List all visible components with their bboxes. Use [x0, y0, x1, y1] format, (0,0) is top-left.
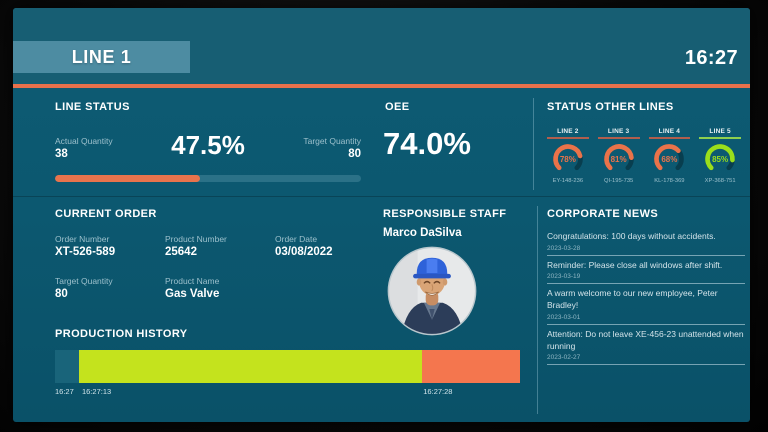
- tick-running-start: 16:27:13: [81, 387, 112, 396]
- line-4-gauge: LINE 4 68% KL-178-369: [646, 128, 694, 184]
- product-number-field: Product Number 25642: [165, 234, 227, 258]
- actual-quantity-value: 38: [55, 148, 68, 160]
- target-quantity-value: 80: [348, 148, 361, 160]
- oee-value: 74.0%: [383, 126, 471, 161]
- line-5-gauge-chart: 85%: [703, 142, 737, 176]
- news-item: Congratulations: 100 days without accide…: [547, 227, 745, 256]
- line-4-label: LINE 4: [658, 128, 681, 135]
- order-number-field: Order Number XT-526-589: [55, 234, 115, 258]
- timeline-idle-segment: [55, 350, 80, 383]
- timeline-tick-labels: 16:27 16:27:13 16:27:28: [55, 387, 520, 397]
- line-4-machine-code: KL-178-369: [654, 178, 685, 184]
- line-4-status-underline: [648, 137, 691, 139]
- oee-title: OEE: [385, 101, 410, 113]
- news-item: Attention: Do not leave XE-456-23 unatte…: [547, 325, 745, 366]
- news-date: 2023-03-28: [547, 244, 581, 252]
- line-3-percent: 81%: [610, 154, 627, 164]
- timeline-running-segment: [79, 350, 423, 383]
- order-number-value: XT-526-589: [55, 246, 116, 258]
- tick-start: 16:27: [55, 387, 74, 396]
- news-text: Attention: Do not leave XE-456-23 unatte…: [547, 328, 744, 351]
- staff-photo: [387, 246, 477, 336]
- line-3-gauge: LINE 3 81% QI-195-735: [595, 128, 643, 184]
- actual-quantity-label: Actual Quantity: [55, 136, 113, 146]
- news-date: 2023-03-01: [547, 313, 581, 321]
- responsible-staff-title: RESPONSIBLE STAFF: [383, 208, 507, 220]
- top-vertical-divider: [533, 98, 534, 190]
- quantity-progress-bar: [55, 175, 361, 182]
- line-2-machine-code: EY-148-236: [552, 178, 584, 184]
- staff-name: Marco DaSilva: [383, 227, 462, 239]
- line-4-gauge-chart: 68%: [652, 142, 686, 176]
- line-5-label: LINE 5: [709, 128, 731, 135]
- production-history-title: PRODUCTION HISTORY: [55, 328, 188, 340]
- news-item: A warm welcome to our new employee, Pete…: [547, 284, 745, 325]
- quantity-progress-fill: [55, 175, 201, 182]
- line-3-gauge-chart: 81%: [602, 142, 636, 176]
- news-text: Congratulations: 100 days without accide…: [547, 231, 716, 241]
- completion-percent: 47.5%: [171, 130, 245, 160]
- header-accent-divider: [13, 84, 750, 88]
- line-2-gauge-chart: 78%: [551, 142, 585, 176]
- line-2-percent: 78%: [559, 154, 576, 164]
- product-name-value: Gas Valve: [165, 288, 220, 300]
- line-2-status-underline: [547, 137, 589, 139]
- line-5-gauge: LINE 5 85% XP-368-751: [696, 128, 744, 184]
- order-date-field: Order Date 03/08/2022: [275, 234, 333, 258]
- order-date-value: 03/08/2022: [275, 246, 333, 258]
- current-order-title: CURRENT ORDER: [55, 208, 157, 220]
- line-2-gauge: LINE 2 78% EY-148-236: [544, 128, 592, 184]
- tick-stop-start: 16:27:28: [423, 387, 453, 396]
- production-history-timeline: [55, 350, 520, 383]
- target-quantity: Target Quantity 80: [269, 136, 361, 160]
- news-date: 2023-02-27: [547, 354, 581, 362]
- product-name-field: Product Name Gas Valve: [165, 276, 219, 300]
- line-5-machine-code: XP-368-751: [704, 178, 736, 184]
- target-quantity-field: Target Quantity 80: [55, 276, 113, 300]
- product-number-label: Product Number: [165, 234, 227, 244]
- target-quantity-label: Target Quantity: [303, 136, 361, 146]
- target-quantity-field-label: Target Quantity: [55, 276, 113, 286]
- line-title-badge: LINE 1: [13, 41, 190, 73]
- news-text: Reminder: Please close all windows after…: [547, 259, 723, 270]
- clock: 16:27: [684, 47, 738, 69]
- corporate-news-title: CORPORATE NEWS: [547, 208, 659, 220]
- news-item: Reminder: Please close all windows after…: [547, 256, 745, 285]
- other-lines-title: STATUS OTHER LINES: [547, 101, 674, 113]
- corporate-news-list: Congratulations: 100 days without accide…: [547, 227, 745, 366]
- news-text: A warm welcome to our new employee, Pete…: [547, 288, 718, 311]
- header-bar: LINE 1 16:27: [13, 8, 750, 84]
- product-number-value: 25642: [165, 246, 197, 258]
- line-status-title: LINE STATUS: [55, 101, 130, 113]
- target-quantity-field-value: 80: [55, 288, 68, 300]
- line-4-percent: 68%: [661, 154, 678, 164]
- row-divider: [13, 196, 750, 197]
- bottom-vertical-divider: [537, 206, 538, 414]
- line-5-percent: 85%: [712, 154, 729, 164]
- product-name-label: Product Name: [165, 276, 220, 286]
- timeline-stopped-segment: [422, 350, 520, 383]
- other-lines-gauges: LINE 2 78% EY-148-236 LINE 3 81% QI-195-…: [544, 128, 744, 184]
- line-3-status-underline: [597, 137, 640, 139]
- staff-photo-illustration: [387, 246, 477, 336]
- line-3-machine-code: QI-195-735: [603, 178, 634, 184]
- order-number-label: Order Number: [55, 234, 110, 244]
- news-date: 2023-03-19: [547, 273, 581, 281]
- line-3-label: LINE 3: [607, 128, 630, 135]
- line-5-status-underline: [699, 137, 741, 139]
- actual-quantity: Actual Quantity 38: [55, 136, 113, 160]
- dashboard-screen: LINE 1 16:27 LINE STATUS Actual Quantity…: [13, 8, 750, 422]
- line-2-label: LINE 2: [557, 128, 579, 135]
- order-date-label: Order Date: [275, 234, 318, 244]
